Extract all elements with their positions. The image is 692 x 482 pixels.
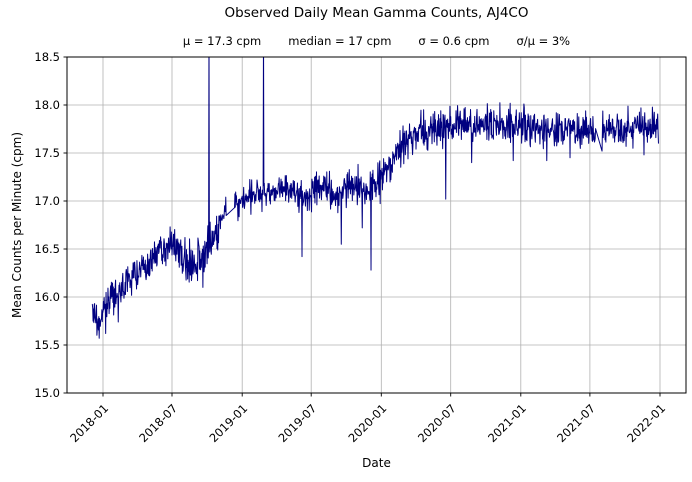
x-tick-label: 2020-01	[346, 401, 390, 445]
x-tick-label: 2022-01	[624, 401, 668, 445]
x-tick-label: 2021-07	[554, 401, 598, 445]
y-tick-label: 18.5	[34, 50, 60, 64]
stat-cv: σ/μ = 3%	[516, 34, 571, 48]
stat-sigma: σ = 0.6 cpm	[418, 34, 490, 48]
x-axis-label: Date	[362, 456, 391, 470]
data-series-line	[91, 57, 659, 339]
axis-ticks	[63, 56, 661, 397]
y-tick-label: 15.5	[34, 338, 60, 352]
data-series	[91, 57, 659, 339]
plot-border	[66, 56, 687, 394]
chart-title: Observed Daily Mean Gamma Counts, AJ4CO	[224, 5, 529, 21]
y-tick-labels: 15.0 15.5 16.0 16.5 17.0 17.5 18.0 18.5	[34, 50, 60, 400]
x-tick-label: 2018-01	[67, 401, 111, 445]
stat-median: median = 17 cpm	[288, 34, 392, 48]
x-tick-labels: 2018-01 2018-07 2019-01 2019-07 2020-01 2020-…	[67, 401, 668, 445]
chart-subtitle: μ = 17.3 cpm median = 17 cpm σ = 0.6 cpm…	[67, 34, 686, 48]
x-tick-label: 2018-07	[136, 401, 180, 445]
gridlines	[67, 56, 686, 394]
x-tick-label: 2019-01	[206, 401, 250, 445]
y-tick-label: 17.0	[34, 194, 60, 208]
x-tick-label: 2021-01	[485, 401, 529, 445]
y-tick-label: 16.0	[34, 290, 60, 304]
stat-mean: μ = 17.3 cpm	[182, 34, 262, 48]
y-tick-label: 15.0	[34, 386, 60, 400]
y-tick-label: 16.5	[34, 242, 60, 256]
x-tick-label: 2020-07	[415, 401, 459, 445]
x-tick-label: 2019-07	[275, 401, 319, 445]
y-tick-label: 17.5	[34, 146, 60, 160]
y-tick-label: 18.0	[34, 98, 60, 112]
y-axis-label: Mean Counts per Minute (cpm)	[10, 132, 24, 318]
